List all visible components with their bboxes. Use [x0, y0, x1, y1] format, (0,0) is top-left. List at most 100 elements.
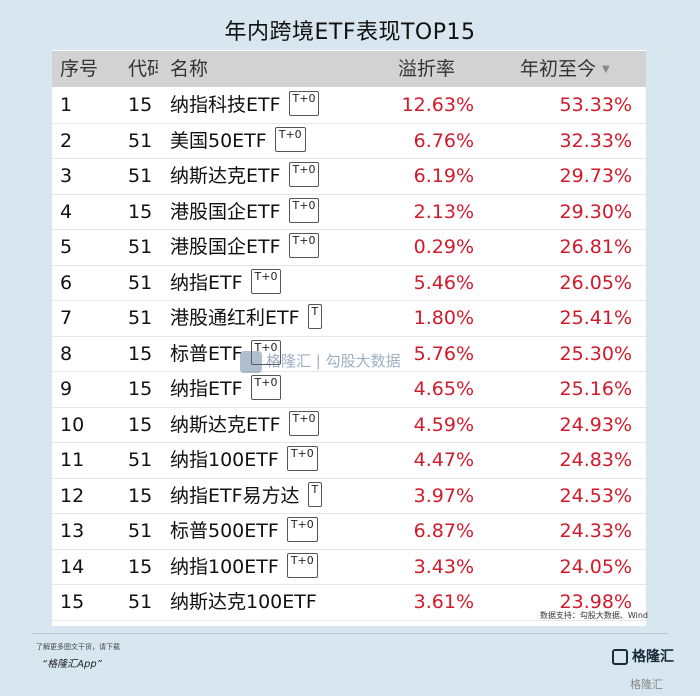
t0-badge: T+0: [286, 446, 318, 471]
footer-promo-text: 了解更多图文干货，请下载: [36, 643, 120, 651]
table-row[interactable]: 1 15 纳指科技ETF T+0 12.63% 53.33%: [52, 88, 646, 124]
row-premium: 6.19%: [413, 165, 474, 187]
row-name: 纳指科技ETF T+0: [170, 88, 382, 122]
t0-badge: T+0: [288, 410, 320, 436]
table-row[interactable]: 6 51 纳指ETF T+0 5.46% 26.05%: [52, 266, 646, 301]
row-premium: 12.63%: [401, 94, 474, 116]
row-ytd: 24.05%: [559, 555, 632, 578]
table-row[interactable]: 7 51 港股通红利ETF T 1.80% 25.41%: [52, 301, 646, 337]
row-name: 纳指ETF T+0: [170, 372, 382, 406]
row-code: 15: [128, 484, 153, 507]
sort-down-icon: ▼: [602, 63, 610, 75]
row-premium: 0.29%: [413, 236, 474, 258]
fund-name: 港股国企ETF: [170, 200, 281, 223]
row-index: 5: [60, 236, 73, 258]
row-index: 15: [60, 591, 85, 613]
row-code: 51: [128, 271, 153, 294]
row-ytd: 26.81%: [559, 236, 632, 258]
row-code: 15: [128, 200, 153, 223]
row-premium: 4.47%: [413, 449, 474, 471]
table-row[interactable]: 2 51 美国50ETF T+0 6.76% 32.33%: [52, 124, 646, 159]
row-ytd: 24.93%: [559, 413, 632, 436]
fund-name: 纳指100ETF: [170, 449, 279, 471]
row-premium: 1.80%: [413, 307, 474, 329]
row-code: 51: [128, 449, 153, 471]
header-name[interactable]: 名称: [170, 58, 209, 80]
t0-badge: T+0: [288, 162, 320, 187]
row-index: 6: [60, 271, 73, 294]
t0-badge: T+0: [288, 91, 320, 116]
table-row[interactable]: 5 51 港股国企ETF T+0 0.29% 26.81%: [52, 230, 646, 266]
row-name: 纳指ETF易方达 T: [170, 479, 382, 513]
data-source: 数据支持：勾股大数据、Wind: [539, 611, 648, 620]
fund-name: 标普500ETF: [170, 520, 279, 542]
row-name: 标普500ETF T+0: [170, 514, 382, 548]
t0-badge: T+0: [288, 233, 320, 258]
page-title: 年内跨境ETF表现TOP15: [224, 20, 476, 45]
row-ytd: 25.41%: [559, 307, 632, 329]
table-row[interactable]: 15 51 纳斯达克100ETF 3.61% 23.98%: [52, 585, 646, 621]
row-index: 11: [60, 449, 85, 471]
row-code: 51: [128, 591, 153, 613]
row-code: 15: [128, 555, 153, 578]
row-premium: 3.43%: [413, 555, 474, 578]
row-premium: 5.46%: [413, 271, 474, 294]
fund-name: 纳斯达克ETF: [170, 413, 281, 436]
fund-name: 纳斯达克100ETF: [170, 591, 317, 613]
row-ytd: 29.30%: [559, 200, 632, 223]
table-row[interactable]: 12 15 纳指ETF易方达 T 3.97% 24.53%: [52, 479, 646, 514]
row-name: 纳指ETF T+0: [170, 266, 382, 300]
table-row[interactable]: 3 51 纳斯达克ETF T+0 6.19% 29.73%: [52, 159, 646, 195]
table-row[interactable]: 10 15 纳斯达克ETF T+0 4.59% 24.93%: [52, 408, 646, 443]
row-premium: 4.59%: [413, 413, 474, 436]
table-row[interactable]: 4 15 港股国企ETF T+0 2.13% 29.30%: [52, 195, 646, 230]
fund-name: 港股通红利ETF: [170, 307, 300, 329]
row-code: 51: [128, 236, 153, 258]
row-name: 美国50ETF T+0: [170, 124, 382, 158]
row-premium: 5.76%: [413, 342, 474, 365]
watermark-text: 格隆汇 | 勾股大数据: [266, 352, 401, 370]
row-name: 纳斯达克ETF T+0: [170, 408, 382, 442]
row-ytd: 24.33%: [559, 520, 632, 542]
row-name: 港股通红利ETF T: [170, 301, 382, 335]
row-index: 1: [60, 94, 73, 116]
t0-badge: T+0: [286, 517, 318, 542]
table-row[interactable]: 11 51 纳指100ETF T+0 4.47% 24.83%: [52, 443, 646, 479]
row-index: 2: [60, 129, 73, 152]
row-code: 51: [128, 165, 153, 187]
table-body: 1 15 纳指科技ETF T+0 12.63% 53.33% 2 51 美国50ETF T+0 6.…: [52, 88, 646, 621]
footer-app-name: “格隆汇App”: [42, 659, 102, 670]
row-ytd: 32.33%: [559, 129, 632, 152]
header-premium[interactable]: 溢折率: [398, 58, 456, 80]
fund-name: 美国50ETF: [170, 129, 267, 152]
row-ytd: 53.33%: [559, 94, 632, 116]
row-index: 7: [60, 307, 73, 329]
fund-name: 纳指ETF: [170, 271, 243, 294]
row-name: 纳指100ETF T+0: [170, 443, 382, 477]
row-ytd: 26.05%: [559, 271, 632, 294]
row-premium: 3.97%: [413, 484, 474, 507]
t0-badge: T+0: [250, 375, 282, 400]
brand-name: 格隆汇: [632, 649, 674, 665]
row-code: 15: [128, 378, 153, 400]
t0-badge: T: [307, 304, 323, 329]
row-index: 14: [60, 555, 85, 578]
table-row[interactable]: 14 15 纳指100ETF T+0 3.43% 24.05%: [52, 550, 646, 585]
fund-name: 纳指100ETF: [170, 555, 279, 578]
row-ytd: 25.16%: [559, 378, 632, 400]
row-index: 9: [60, 378, 73, 400]
table-card: [52, 50, 646, 626]
table-header: 序号 代码 名称 溢折率 年初至今 ▼: [52, 51, 646, 87]
row-code: 15: [128, 342, 153, 365]
table-row[interactable]: 13 51 标普500ETF T+0 6.87% 24.33%: [52, 514, 646, 550]
row-code: 51: [128, 520, 153, 542]
t0-badge: T+0: [274, 126, 306, 152]
table-row[interactable]: 9 15 纳指ETF T+0 4.65% 25.16%: [52, 372, 646, 408]
fund-name: 标普ETF: [170, 342, 243, 365]
header-ytd[interactable]: 年初至今 ▼: [520, 51, 610, 87]
corner-brand: 格隆汇: [630, 678, 663, 691]
header-index[interactable]: 序号: [60, 58, 99, 80]
header-code[interactable]: 代码: [128, 58, 158, 80]
fund-name: 纳指科技ETF: [170, 94, 281, 116]
table-row[interactable]: 8 15 标普ETF T+0 5.76% 25.30%: [52, 337, 646, 372]
